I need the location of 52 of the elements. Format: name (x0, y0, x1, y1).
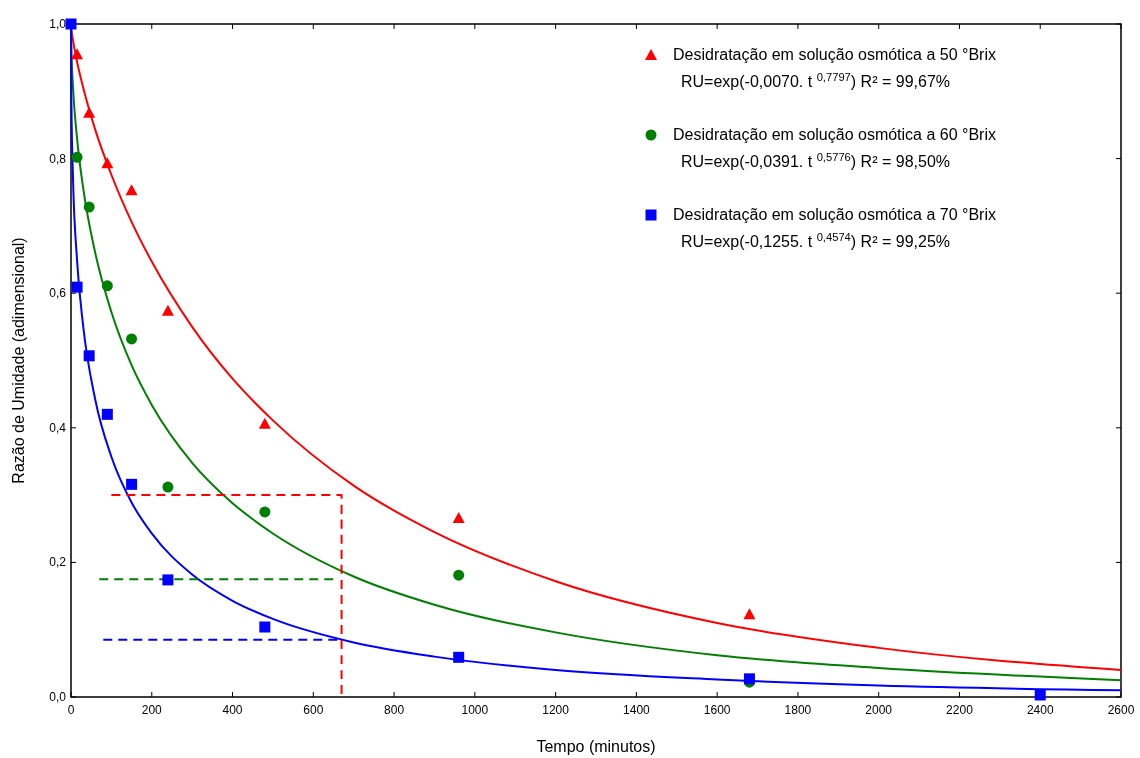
x-tick-label: 2000 (865, 703, 893, 717)
x-tick-label: 0 (67, 703, 75, 717)
annotation: RU=exp(-0,0070. t $^{0,7797}$) R² = 99,67% (681, 71, 950, 90)
point (743, 608, 756, 620)
point (71, 151, 83, 163)
x-tick-label: 400 (222, 703, 243, 717)
point (83, 350, 95, 362)
point (126, 478, 138, 490)
annotation: RU=exp(-0,1255. t $^{0,4574}$) R² = 99,25% (681, 231, 950, 250)
y-tick-label: 0,0 (49, 690, 67, 704)
y-tick-label: 0,2 (49, 555, 67, 570)
point (83, 106, 96, 118)
point (258, 417, 271, 429)
point (65, 18, 77, 30)
point (101, 157, 114, 169)
point (71, 48, 84, 60)
annotation: RU=exp(-0,0391. t $^{0,5776}$) R² = 98,50% (681, 151, 950, 170)
y-tick-label: 0,8 (49, 151, 67, 166)
point (126, 333, 138, 345)
x-tick-label: 1800 (784, 703, 812, 717)
point (452, 511, 465, 523)
point (101, 280, 113, 292)
point (259, 621, 271, 633)
x-tick-label: 1600 (703, 703, 731, 717)
x-axis-title: Tempo (minutos) (536, 738, 656, 755)
point (101, 408, 113, 420)
x-tick-label: 2600 (1107, 703, 1135, 717)
point (162, 481, 174, 493)
x-tick-label: 600 (303, 703, 324, 717)
x-tick-label: 2400 (1026, 703, 1054, 717)
point (83, 201, 95, 213)
x-tick-label: 2200 (946, 703, 974, 717)
point (161, 304, 174, 316)
x-tick-label: 1200 (542, 703, 570, 717)
legend-label: Desidratação em solução osmótica a 70 °Brix (673, 206, 996, 223)
legend-label: Desidratação em solução osmótica a 50 °Brix (673, 46, 996, 63)
x-tick-label: 1400 (623, 703, 651, 717)
x-tick-label: 200 (141, 703, 163, 717)
point (71, 281, 83, 293)
y-tick-label: 1,0 (49, 17, 67, 31)
point (125, 184, 138, 196)
x-tick-label: 1000 (461, 703, 489, 717)
y-tick-label: 0,4 (49, 420, 67, 435)
point (1034, 689, 1046, 701)
point (259, 506, 271, 518)
y-axis-title: Razão de Umidade (adimensional) (10, 237, 27, 484)
point (453, 651, 465, 663)
point (162, 574, 174, 586)
y-tick-label: 0,6 (49, 286, 67, 301)
point (453, 569, 465, 581)
x-tick-label: 800 (384, 703, 405, 717)
legend-label: Desidratação em solução osmótica a 60 °Brix (673, 126, 996, 143)
